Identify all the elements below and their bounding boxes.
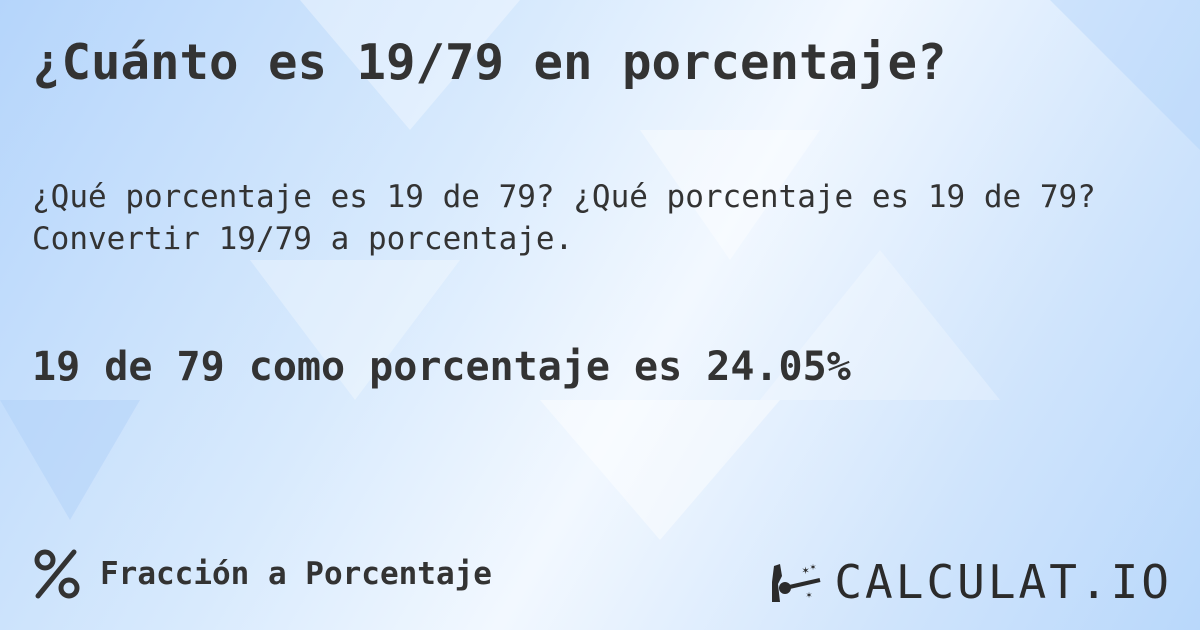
percent-icon — [34, 549, 80, 599]
calculat-logo[interactable]: ✶ ✶ ✶ CALCULAT.IO — [770, 555, 1172, 609]
svg-text:✶: ✶ — [810, 562, 816, 573]
page-title: ¿Cuánto es 19/79 en porcentaje? — [32, 34, 947, 91]
category-label: Fracción a Porcentaje — [100, 556, 492, 592]
svg-text:✶: ✶ — [802, 563, 809, 577]
logo-text: CALCULAT.IO — [834, 555, 1172, 609]
svg-text:✶: ✶ — [806, 590, 812, 601]
result-text: 19 de 79 como porcentaje es 24.05% — [32, 344, 851, 390]
category-link[interactable]: Fracción a Porcentaje — [32, 548, 492, 600]
magic-wand-hand-icon: ✶ ✶ ✶ — [772, 562, 821, 602]
page-description: ¿Qué porcentaje es 19 de 79? ¿Qué porcen… — [32, 179, 1096, 257]
